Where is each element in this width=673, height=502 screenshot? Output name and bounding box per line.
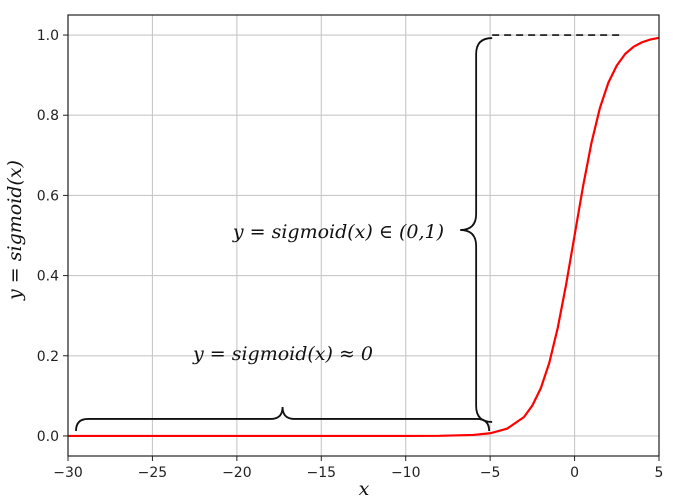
- y-tick-label: 0.0: [37, 429, 59, 445]
- annotation-layer: y = sigmoid(x) ≈ 0 y = sigmoid(x) ∈ (0,1): [75, 34, 623, 431]
- plot-frame: [67, 14, 660, 457]
- x-tick-label: −30: [53, 465, 83, 481]
- series-layer: [68, 36, 660, 438]
- y-tick-label: 0.4: [37, 269, 59, 285]
- sigmoid-curve: [68, 36, 660, 438]
- x-tick-label: 5: [655, 465, 664, 481]
- x-tick-label: −20: [222, 465, 252, 481]
- y-tick-label: 0.6: [37, 188, 59, 204]
- y-tick-label: 1.0: [37, 28, 59, 44]
- x-tick-label: −5: [480, 465, 501, 481]
- y-axis-label: y = sigmoid(x): [4, 160, 26, 301]
- y-tick-label: 0.2: [37, 349, 59, 365]
- annotation-range: y = sigmoid(x) ∈ (0,1): [232, 221, 444, 243]
- x-tick-label: −15: [307, 465, 337, 481]
- x-tick-label: −10: [391, 465, 421, 481]
- vertical-brace: [460, 37, 493, 423]
- x-tick-label: 0: [570, 465, 579, 481]
- x-axis-label: x: [359, 478, 370, 500]
- x-tick-label: −25: [138, 465, 168, 481]
- tick-layer: −30 −25 −20 −15 −10 −5 0 5 0.0 0.2 0.4 0.6 0.8 1.0: [37, 28, 664, 481]
- annotation-near-zero: y = sigmoid(x) ≈ 0: [192, 343, 373, 365]
- y-tick-label: 0.8: [37, 108, 59, 124]
